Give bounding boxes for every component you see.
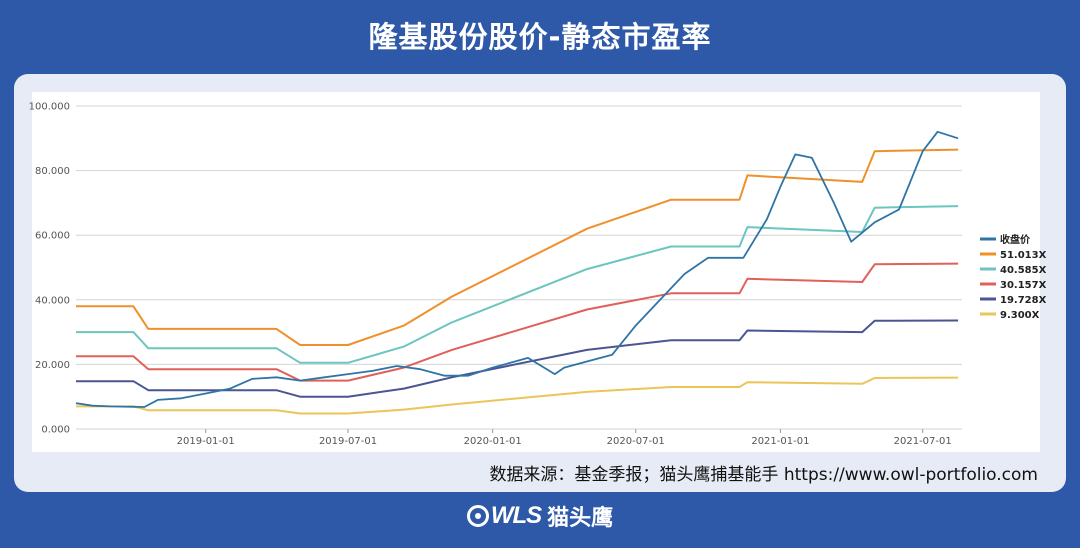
legend-label: 51.013X (1000, 250, 1047, 261)
x-tick-label: 2021-07-01 (894, 436, 952, 447)
y-tick-label: 40.000 (35, 295, 70, 306)
x-tick-label: 2020-07-01 (607, 436, 665, 447)
x-tick-label: 2019-07-01 (319, 436, 377, 447)
series-line (75, 130, 959, 408)
y-tick-label: 0.000 (41, 425, 70, 436)
x-tick-label: 2019-01-01 (177, 436, 235, 447)
series-line (76, 376, 959, 415)
brand-logo: WLS 猫头鹰 (0, 500, 1080, 532)
page-title: 隆基股份股价-静态市盈率 (368, 20, 712, 54)
series-line (76, 148, 959, 346)
legend-label: 9.300X (1000, 310, 1040, 321)
series-line (76, 262, 959, 382)
line-chart: 0.000 20.000 40.000 60.000 80.000 100.000 2019… (29, 102, 1047, 448)
y-tick-label: 60.000 (35, 231, 70, 242)
legend-label: 40.585X (1000, 265, 1047, 276)
legend-label: 收盘价 (1000, 233, 1031, 246)
legend-label: 19.728X (1000, 295, 1047, 306)
chart-area (32, 92, 1040, 452)
y-tick-label: 20.000 (35, 360, 70, 371)
brand-mark: WLS (490, 502, 542, 529)
legend-label: 30.157X (1000, 280, 1047, 291)
owl-icon (466, 505, 489, 527)
y-tick-label: 80.000 (35, 166, 70, 177)
x-tick-label: 2020-01-01 (464, 436, 522, 447)
series-line (76, 205, 959, 364)
brand-name: 猫头鹰 (547, 506, 614, 531)
chart-card: 0.000 20.000 40.000 60.000 80.000 100.000 2019… (14, 74, 1066, 492)
x-tick-label: 2021-01-01 (751, 436, 809, 447)
y-tick-label: 100.000 (29, 102, 70, 113)
data-source-note: 数据来源：基金季报；猫头鹰捕基能手 https://www.owl-portfo… (489, 465, 1038, 485)
series-line (76, 319, 959, 398)
